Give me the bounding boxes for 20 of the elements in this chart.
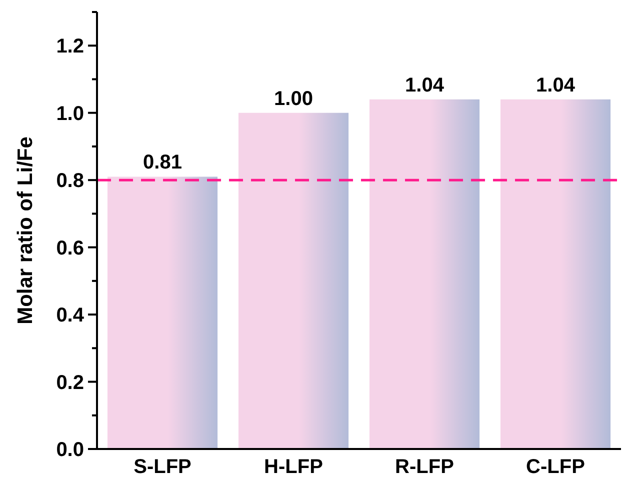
- x-tick-label: S-LFP: [134, 456, 192, 478]
- y-tick-label: 0.6: [56, 237, 84, 260]
- y-tick-label: 0.8: [56, 170, 84, 192]
- x-tick-label: H-LFP: [264, 456, 323, 478]
- y-tick-label: 1.0: [56, 102, 84, 125]
- bar: [369, 99, 480, 449]
- y-tick-label: 0.4: [56, 304, 85, 327]
- x-tick-label: R-LFP: [395, 456, 454, 478]
- data-label: 1.00: [274, 88, 313, 110]
- data-label: 0.81: [143, 152, 182, 174]
- y-tick-label: 1.2: [56, 36, 84, 58]
- x-tick-label: C-LFP: [526, 456, 585, 478]
- bar: [238, 112, 349, 449]
- data-label: 1.04: [536, 74, 576, 96]
- data-label: 1.04: [405, 74, 445, 96]
- bar: [500, 99, 611, 449]
- y-axis-title: Molar ratio of Li/Fe: [14, 136, 37, 324]
- bar: [107, 176, 218, 449]
- y-tick-label: 0.0: [56, 439, 84, 461]
- y-tick-label: 0.2: [56, 372, 84, 394]
